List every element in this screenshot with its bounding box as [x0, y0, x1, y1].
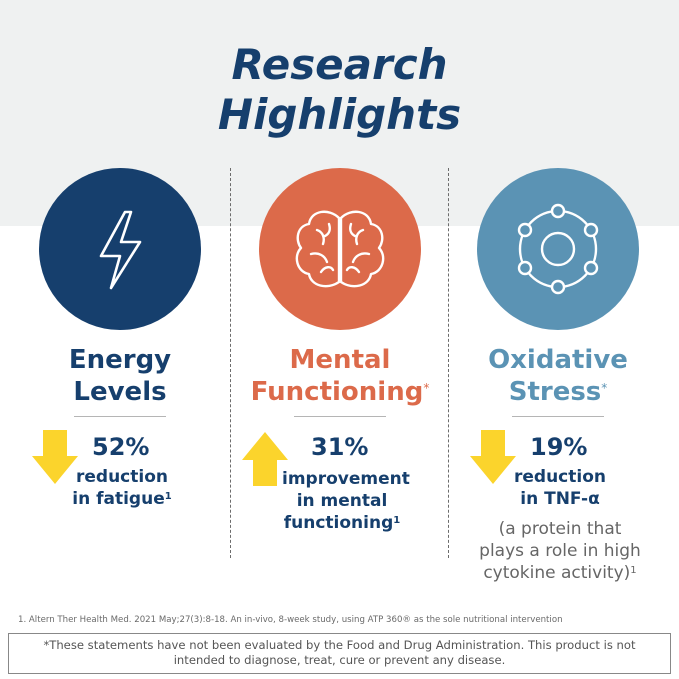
- column-divider-1: [230, 168, 231, 558]
- oxidative-underline: [512, 416, 604, 417]
- energy-footnote-mark: 1: [164, 491, 172, 502]
- oxidative-footnote-mark: 1: [630, 565, 637, 576]
- mental-underline: [294, 416, 386, 417]
- study-footnote: 1. Altern Ther Health Med. 2021 May;27(3…: [18, 615, 563, 625]
- mental-desc-line-3: functioning1: [283, 513, 401, 533]
- mental-description: improvement in mental functioning1: [282, 468, 410, 534]
- oxidative-desc-line-1: reduction: [514, 467, 606, 487]
- energy-desc-line-2: in fatigue1: [72, 489, 172, 509]
- energy-desc-line-1: reduction: [76, 467, 168, 487]
- lightning-bolt-icon: [99, 210, 142, 290]
- energy-description: reduction in fatigue1: [72, 466, 172, 510]
- oxidative-heading: Oxidative Stress*: [458, 344, 658, 408]
- oxidative-asterisk: *: [601, 381, 608, 395]
- energy-heading: Energy Levels: [20, 344, 220, 408]
- mental-asterisk: *: [423, 381, 430, 395]
- energy-heading-line-2: Levels: [73, 377, 167, 407]
- page-title: Research Highlights: [0, 40, 679, 140]
- down-arrow-icon: [470, 430, 516, 484]
- mental-desc-line-1: improvement: [282, 469, 410, 489]
- down-arrow-icon: [32, 430, 78, 484]
- energy-underline: [74, 416, 166, 417]
- energy-heading-line-1: Energy: [68, 345, 172, 375]
- oxidative-percent: 19%: [530, 433, 588, 461]
- energy-percent: 52%: [92, 433, 150, 461]
- up-arrow-icon: [242, 432, 288, 486]
- title-line-2: Highlights: [217, 90, 462, 139]
- oxidative-heading-line-2: Stress*: [508, 377, 608, 407]
- oxidative-circle: [477, 168, 639, 330]
- mental-heading-line-1: Mental: [289, 345, 391, 375]
- fda-disclaimer: *These statements have not been evaluate…: [8, 633, 671, 674]
- oxidative-description: reduction in TNF-α: [510, 466, 610, 510]
- mental-heading-line-2: Functioning*: [250, 377, 430, 407]
- mental-footnote-mark: 1: [393, 515, 401, 526]
- mental-desc-line-2: in mental: [296, 491, 388, 511]
- oxidative-heading-line-1: Oxidative: [488, 345, 628, 375]
- molecule-ring-icon: [517, 203, 599, 295]
- oxidative-note: (a protein that plays a role in high cyt…: [452, 518, 668, 584]
- oxidative-note-line-2: plays a role in high: [479, 541, 641, 561]
- mental-circle: [259, 168, 421, 330]
- title-line-1: Research: [231, 40, 448, 89]
- oxidative-desc-line-2: in TNF-α: [520, 489, 600, 509]
- column-divider-2: [448, 168, 449, 558]
- energy-circle: [39, 168, 201, 330]
- brain-icon: [295, 210, 385, 288]
- oxidative-note-line-3: cytokine activity)1: [483, 563, 637, 583]
- mental-percent: 31%: [311, 433, 369, 461]
- mental-heading: Mental Functioning*: [240, 344, 440, 408]
- oxidative-note-line-1: (a protein that: [498, 519, 622, 539]
